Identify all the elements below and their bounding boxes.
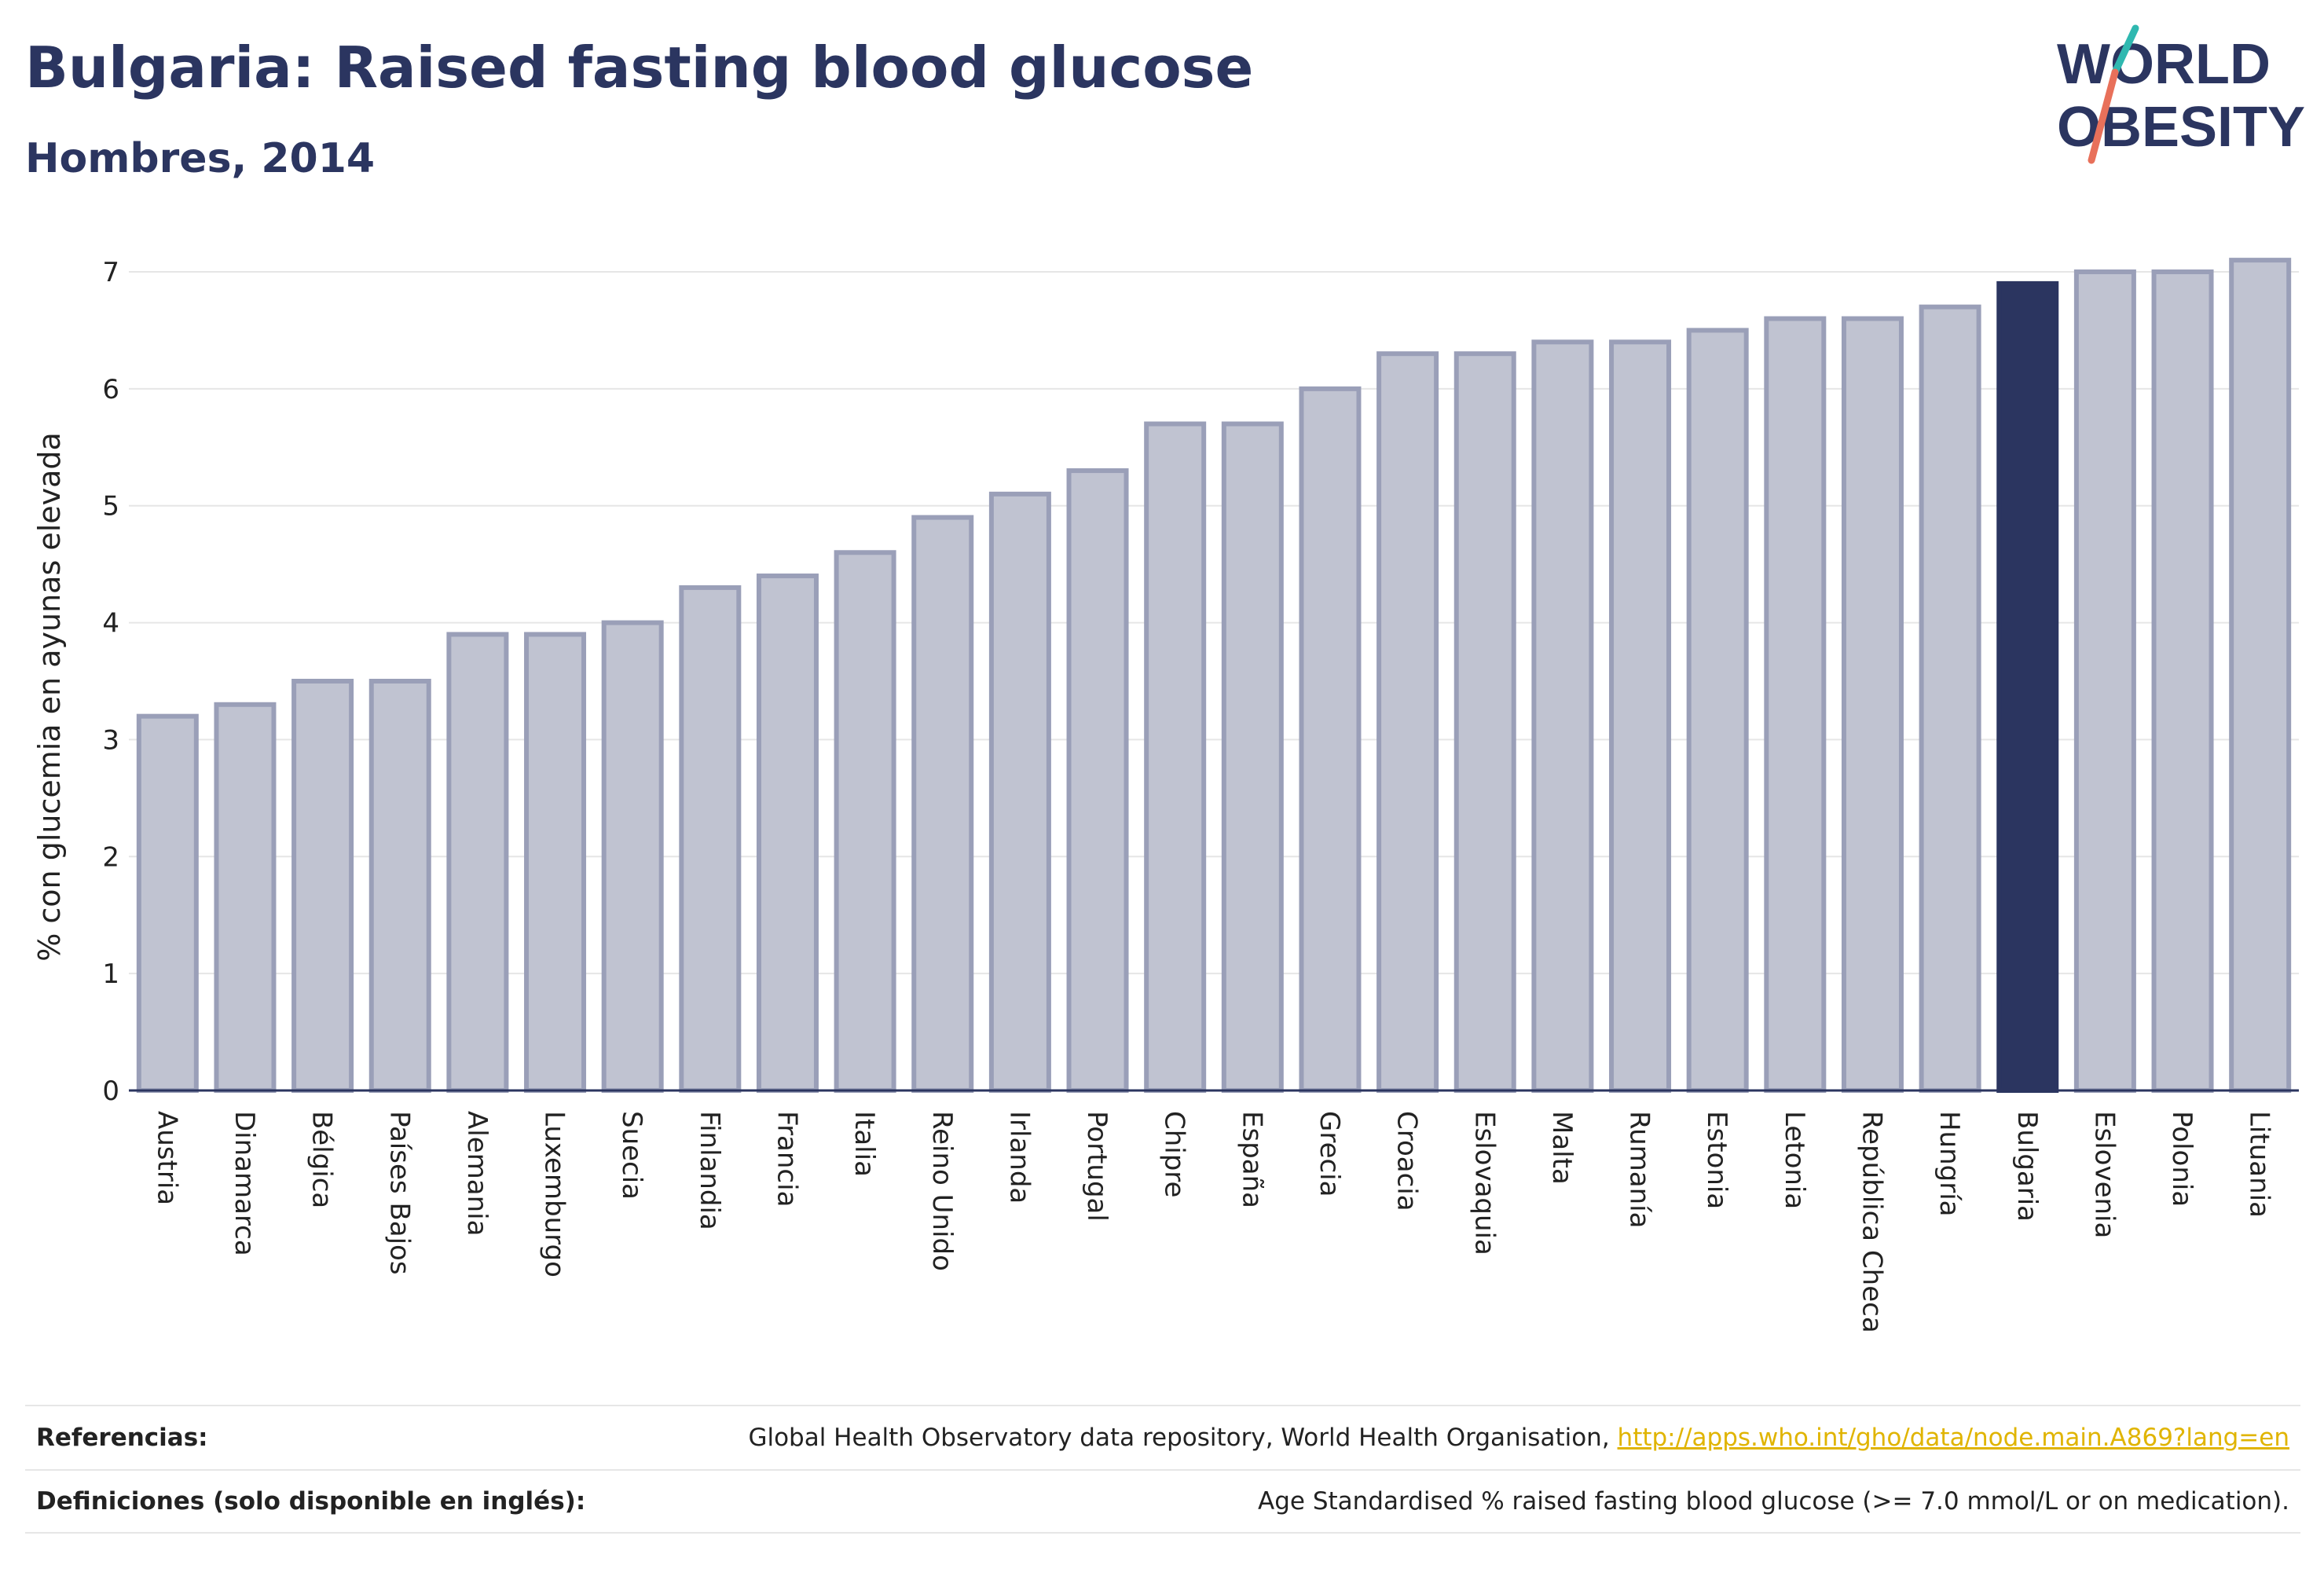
bar-luxemburgo bbox=[524, 632, 587, 1093]
bar-eslovaquia bbox=[1453, 351, 1516, 1093]
y-tick-label: 5 bbox=[102, 491, 119, 522]
bar-malta bbox=[1531, 339, 1594, 1094]
y-tick-label: 4 bbox=[102, 608, 119, 640]
x-tick-label: Eslovenia bbox=[2088, 1111, 2120, 1238]
x-tick-label: Chipre bbox=[1159, 1111, 1190, 1197]
y-tick-label: 3 bbox=[102, 724, 119, 756]
x-tick-label: Finlandia bbox=[694, 1111, 725, 1230]
bar-polonia bbox=[2151, 269, 2214, 1093]
definitions-label: Definiciones (solo disponible en inglés)… bbox=[36, 1487, 586, 1516]
x-axis-labels: Austria Dinamarca Bélgica Países Bajos Alema… bbox=[151, 1111, 2275, 1333]
x-tick-label: Grecia bbox=[1314, 1111, 1345, 1197]
page-subtitle: Hombres, 2014 bbox=[25, 135, 376, 182]
y-tick-label: 2 bbox=[102, 841, 119, 873]
x-tick-label: Alemania bbox=[461, 1111, 493, 1236]
bar-bulgaria bbox=[1996, 280, 2059, 1093]
x-tick-label: España bbox=[1236, 1111, 1267, 1208]
y-axis-title: % con glucemia en ayunas elevada bbox=[32, 432, 67, 962]
bar-dinamarca bbox=[214, 702, 277, 1093]
y-tick-label: 6 bbox=[102, 374, 119, 405]
bar-bélgica bbox=[291, 679, 354, 1093]
x-tick-label: Portugal bbox=[1081, 1111, 1113, 1222]
bar-república-checa bbox=[1841, 316, 1904, 1093]
x-tick-label: Suecia bbox=[616, 1111, 647, 1200]
x-tick-label: Países Bajos bbox=[383, 1111, 415, 1275]
page-title: Bulgaria: Raised fasting blood glucose bbox=[25, 35, 1254, 101]
references-text: Global Health Observatory data repositor… bbox=[748, 1424, 1618, 1452]
bar-francia bbox=[756, 574, 819, 1093]
x-tick-label: Bulgaria bbox=[2011, 1111, 2043, 1222]
bar-chart: 0 1 2 3 4 5 6 7 Austria Dinamarca Bélgica Países B… bbox=[32, 257, 2299, 1333]
x-tick-label: Polonia bbox=[2166, 1111, 2198, 1207]
x-tick-label: Letonia bbox=[1779, 1111, 1810, 1209]
bar-suecia bbox=[601, 620, 664, 1093]
x-tick-label: Rumanía bbox=[1624, 1111, 1655, 1228]
bar-grecia bbox=[1299, 386, 1362, 1094]
x-tick-label: Luxemburgo bbox=[539, 1111, 570, 1277]
bar-rumanía bbox=[1609, 339, 1672, 1094]
x-tick-label: Reino Unido bbox=[926, 1111, 958, 1271]
world-obesity-logo: WORLD OBESITY bbox=[2057, 24, 2305, 164]
references-value: Global Health Observatory data repositor… bbox=[748, 1424, 2289, 1452]
bar-países-bajos bbox=[368, 679, 431, 1093]
references-label: Referencias: bbox=[36, 1424, 208, 1452]
bar-finlandia bbox=[679, 585, 742, 1093]
x-tick-label: Lituania bbox=[2244, 1111, 2275, 1218]
definitions-row: Definiciones (solo disponible en inglés)… bbox=[25, 1469, 2300, 1534]
bar-hungría bbox=[1919, 304, 1981, 1093]
y-tick-label: 1 bbox=[102, 958, 119, 990]
bar-estonia bbox=[1686, 328, 1749, 1093]
x-tick-label: Dinamarca bbox=[229, 1111, 260, 1256]
bar-chipre bbox=[1144, 421, 1207, 1093]
x-tick-label: Italia bbox=[849, 1111, 880, 1177]
bar-italia bbox=[834, 550, 896, 1093]
bar-alemania bbox=[446, 632, 509, 1093]
logo-slash-teal bbox=[2111, 24, 2139, 76]
x-tick-label: Estonia bbox=[1701, 1111, 1732, 1209]
x-tick-label: Croacia bbox=[1391, 1111, 1423, 1211]
logo-line1: WORLD bbox=[2057, 33, 2271, 96]
x-tick-label: Bélgica bbox=[306, 1111, 338, 1208]
x-tick-label: Malta bbox=[1546, 1111, 1578, 1185]
bar-reino-unido bbox=[911, 515, 974, 1093]
y-tick-label: 7 bbox=[102, 257, 119, 288]
references-row: Referencias: Global Health Observatory d… bbox=[25, 1405, 2300, 1469]
x-tick-label: Francia bbox=[771, 1111, 802, 1207]
x-tick-label: Austria bbox=[151, 1111, 182, 1205]
x-tick-label: República Checa bbox=[1856, 1111, 1887, 1333]
bar-portugal bbox=[1066, 468, 1129, 1093]
bar-eslovenia bbox=[2073, 269, 2136, 1093]
y-tick-label: 0 bbox=[102, 1076, 119, 1107]
bar-austria bbox=[136, 713, 199, 1094]
x-tick-label: Eslovaquia bbox=[1468, 1111, 1500, 1255]
bar-españa bbox=[1221, 421, 1284, 1093]
x-tick-label: Hungría bbox=[1934, 1111, 1965, 1217]
x-tick-label: Irlanda bbox=[1003, 1111, 1035, 1204]
definitions-text: Age Standardised % raised fasting blood … bbox=[1258, 1487, 2289, 1516]
bar-croacia bbox=[1376, 351, 1439, 1093]
y-axis-ticks: 0 1 2 3 4 5 6 7 bbox=[102, 257, 119, 1107]
logo-slash-coral bbox=[2088, 68, 2119, 164]
bar-letonia bbox=[1764, 316, 1827, 1093]
bar-irlanda bbox=[988, 491, 1051, 1093]
references-link[interactable]: http://apps.who.int/gho/data/node.main.A… bbox=[1617, 1424, 2289, 1452]
bar-lituania bbox=[2229, 258, 2292, 1094]
bars bbox=[136, 258, 2292, 1094]
